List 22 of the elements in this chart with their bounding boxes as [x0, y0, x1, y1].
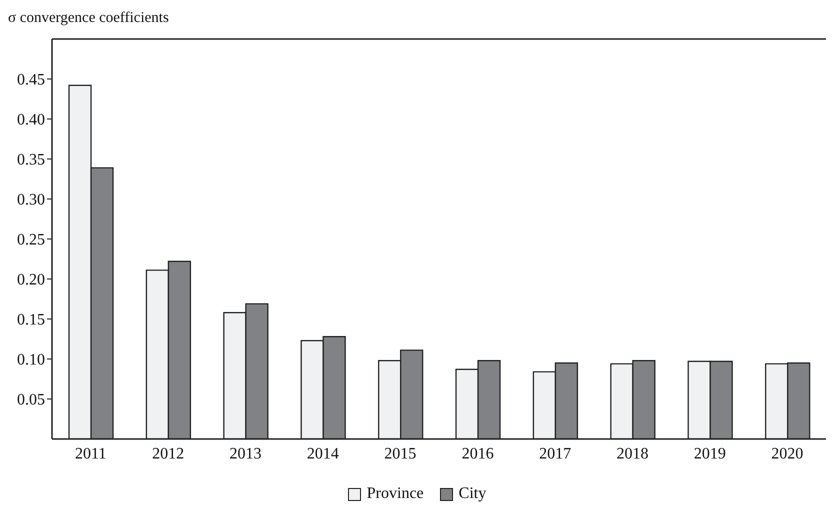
y-tick-label: 0.35	[17, 152, 45, 169]
x-tick-label: 2017	[539, 445, 572, 462]
x-tick-label: 2020	[771, 445, 804, 462]
x-tick-label: 2019	[694, 445, 726, 462]
y-tick-label: 0.05	[17, 392, 45, 409]
legend-label: Province	[366, 485, 424, 503]
legend-label: City	[458, 485, 486, 503]
x-tick-label: 2018	[616, 445, 648, 462]
x-tick-label: 2015	[384, 445, 416, 462]
y-tick-label: 0.25	[17, 232, 45, 249]
y-tick-label: 0.15	[17, 312, 45, 329]
x-tick-label: 2016	[462, 445, 494, 462]
x-tick-label: 2012	[152, 445, 184, 462]
x-tick-label: 2011	[74, 445, 106, 462]
y-tick-label: 0.10	[17, 352, 45, 369]
x-tick-label: 2014	[306, 445, 339, 462]
y-axis-title: σ convergence coefficients	[8, 10, 169, 27]
y-tick-label: 0.20	[17, 272, 45, 289]
x-tick-label: 2013	[230, 445, 262, 462]
y-tick-label: 0.45	[17, 72, 45, 89]
y-tick-label: 0.40	[17, 112, 45, 129]
y-tick-label: 0.30	[17, 192, 45, 209]
